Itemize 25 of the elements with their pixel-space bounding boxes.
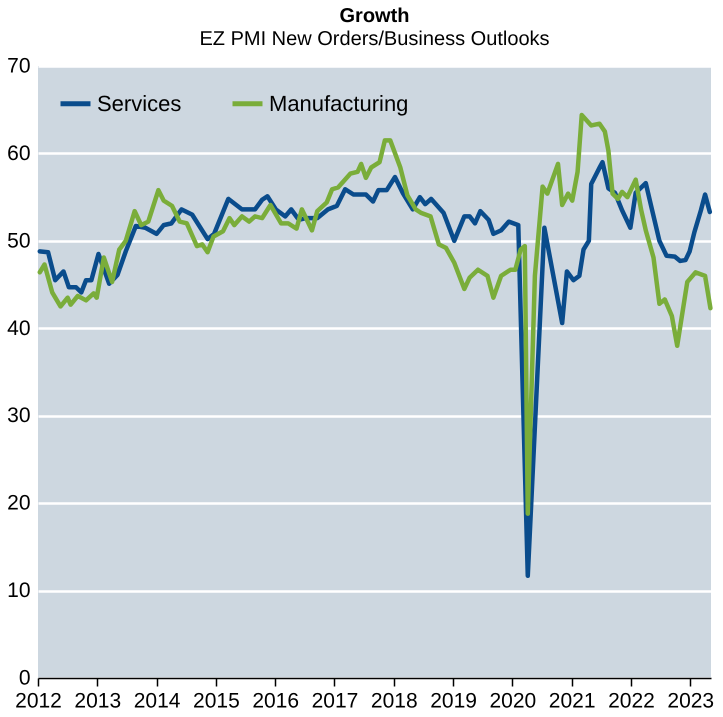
- x-tick-label: 2012: [15, 690, 62, 712]
- legend-label: Manufacturing: [269, 90, 408, 116]
- y-tick-label: 10: [7, 579, 30, 602]
- x-tick-label: 2019: [430, 690, 477, 712]
- y-tick-label: 0: [18, 666, 30, 690]
- y-tick-label: 20: [7, 492, 30, 515]
- x-tick-label: 2017: [312, 690, 358, 712]
- x-tick-label: 2022: [608, 690, 655, 712]
- legend-label: Services: [97, 90, 182, 116]
- chart-title: Growth: [340, 5, 410, 27]
- x-tick-label: 2016: [252, 690, 300, 712]
- y-tick-label: 50: [7, 229, 30, 252]
- line-series: [38, 160, 712, 578]
- x-tick-label: 2023: [667, 690, 714, 712]
- y-tick-label: 30: [7, 404, 30, 428]
- x-tick-label: 2018: [370, 690, 418, 712]
- chart-subtitle: EZ PMI New Orders/Business Outlooks: [199, 28, 550, 50]
- y-tick-label: 40: [7, 316, 30, 340]
- x-tick-label: 2014: [134, 690, 181, 712]
- x-tick-label: 2013: [74, 690, 122, 712]
- y-tick-label: 60: [7, 142, 30, 165]
- y-tick-label: 70: [7, 54, 30, 78]
- x-tick-label: 2015: [193, 690, 240, 712]
- x-tick-label: 2020: [490, 690, 536, 712]
- x-tick-label: 2021: [548, 690, 596, 712]
